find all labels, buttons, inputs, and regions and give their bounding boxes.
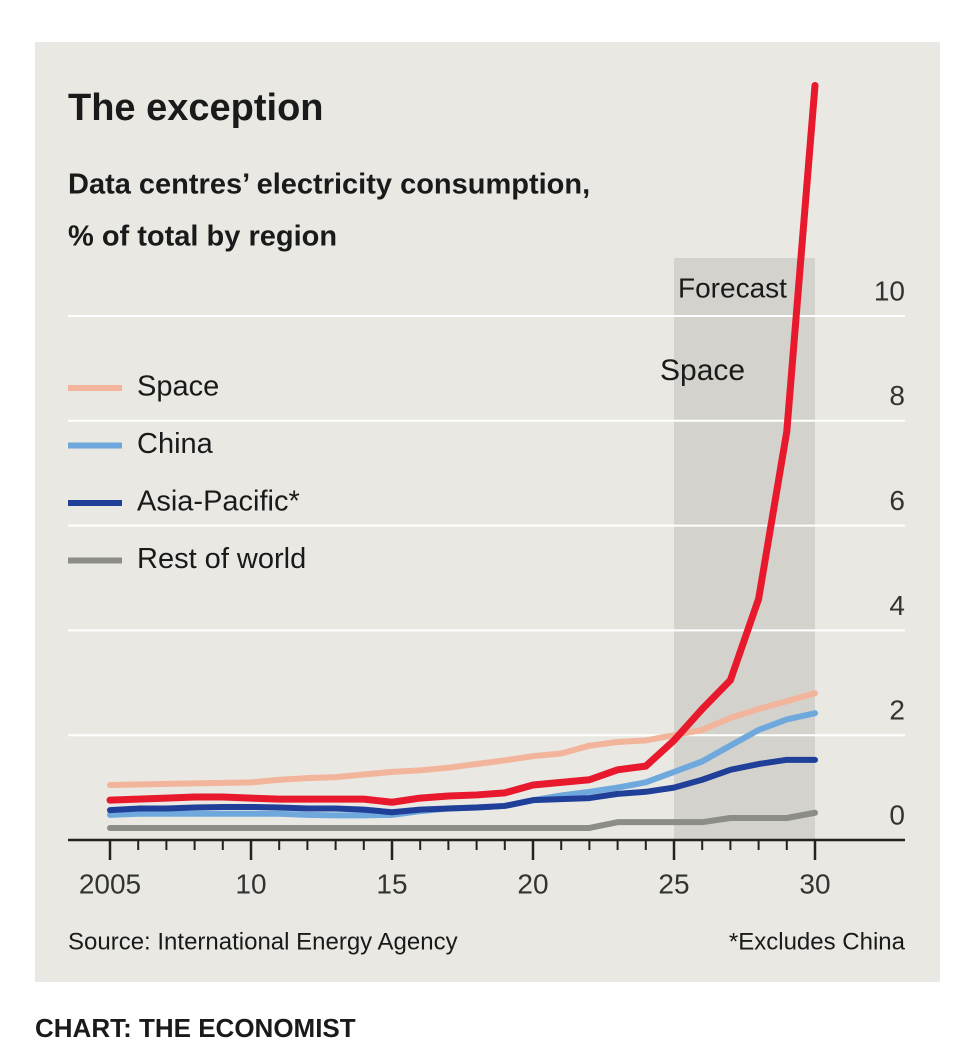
series-line [107,690,818,788]
series-annotation: Space [660,354,745,387]
x-tick-label: 25 [658,868,689,899]
y-tick-label: 0 [889,799,905,830]
source: Source: International Energy Agency [68,928,458,955]
legend-label: Space [137,371,219,403]
forecast-label: Forecast [678,272,787,303]
legend-label: China [137,428,214,460]
subtitle: % of total by region [68,221,337,253]
y-tick-label: 6 [889,485,905,516]
credit: CHART: THE ECONOMIST [35,1013,356,1043]
y-tick-label: 4 [889,590,905,621]
legend-label: Rest of world [137,543,306,575]
y-tick-label: 2 [889,695,905,726]
series-line [107,756,818,816]
series-line [107,809,818,831]
y-tick-label: 8 [889,380,905,411]
subtitle: Data centres’ electricity consumption, [68,169,590,201]
x-tick-label: 10 [235,868,266,899]
note: *Excludes China [729,928,906,955]
x-tick-label: 15 [376,868,407,899]
y-tick-label: 10 [874,275,905,306]
x-tick-label: 2005 [79,868,141,899]
x-tick-label: 30 [799,868,830,899]
chart-title: The exception [68,87,324,129]
legend-label: Asia-Pacific* [137,486,300,518]
series-line [106,81,819,806]
x-tick-label: 20 [517,868,548,899]
